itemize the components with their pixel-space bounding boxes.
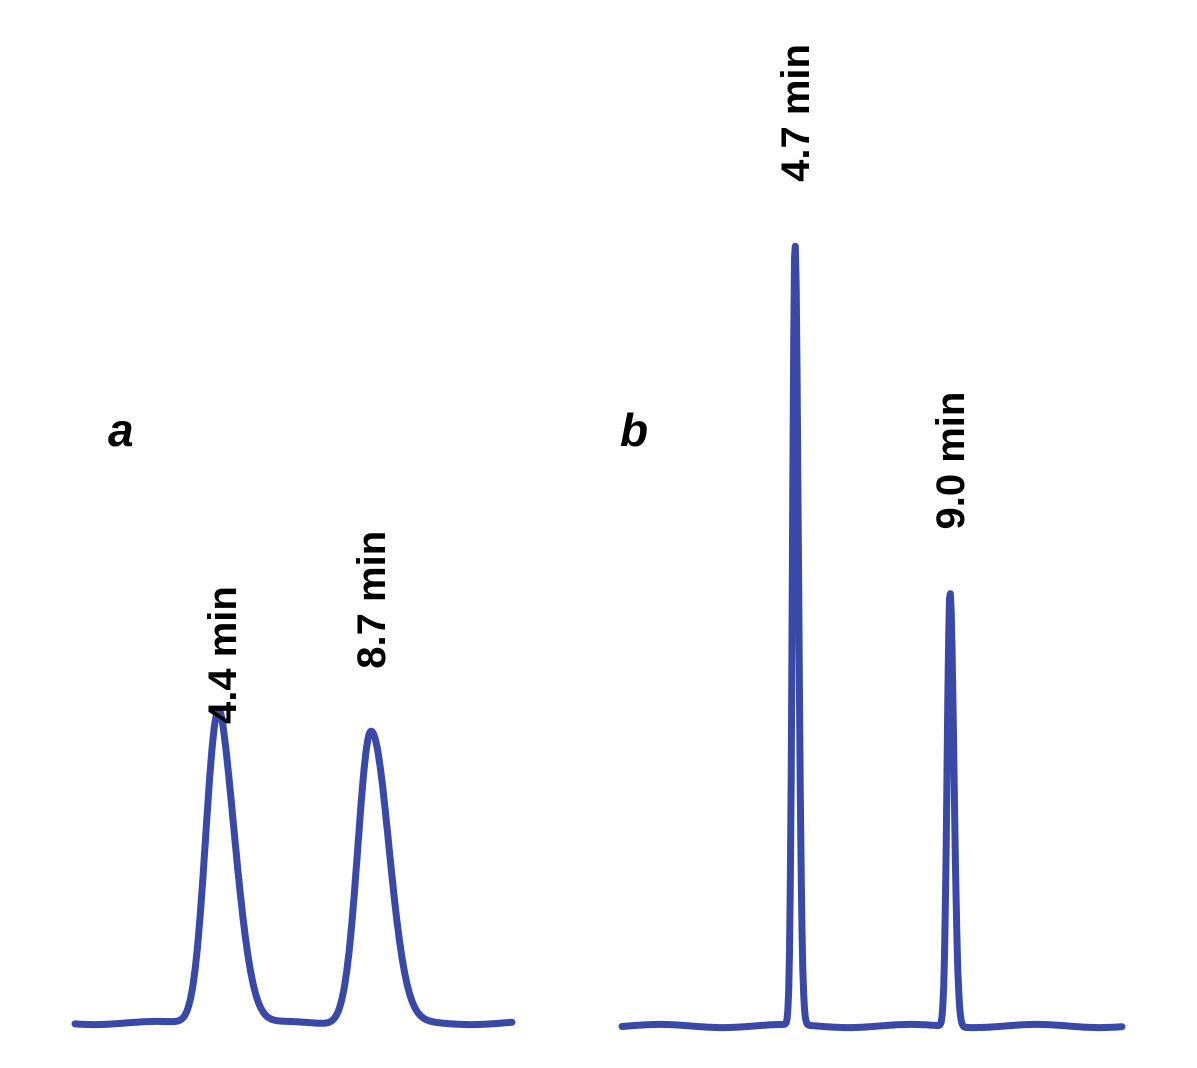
panel-b-trace (618, 242, 1126, 1032)
panel-a-peak-1-label: 4.4 min (201, 586, 245, 724)
panel-b-label: b (620, 404, 648, 456)
panel-a-peak-2-label: 8.7 min (350, 531, 394, 669)
panel-b-peak-1-label: 4.7 min (774, 44, 818, 182)
panel-b-peak-2-label: 9.0 min (929, 392, 973, 530)
panel-a-trace (71, 706, 516, 1029)
panel-a-label: a (108, 404, 134, 456)
panel-b: b 4.7 min 9.0 min (618, 44, 1126, 1032)
panel-a: a 4.4 min 8.7 min (71, 404, 516, 1029)
